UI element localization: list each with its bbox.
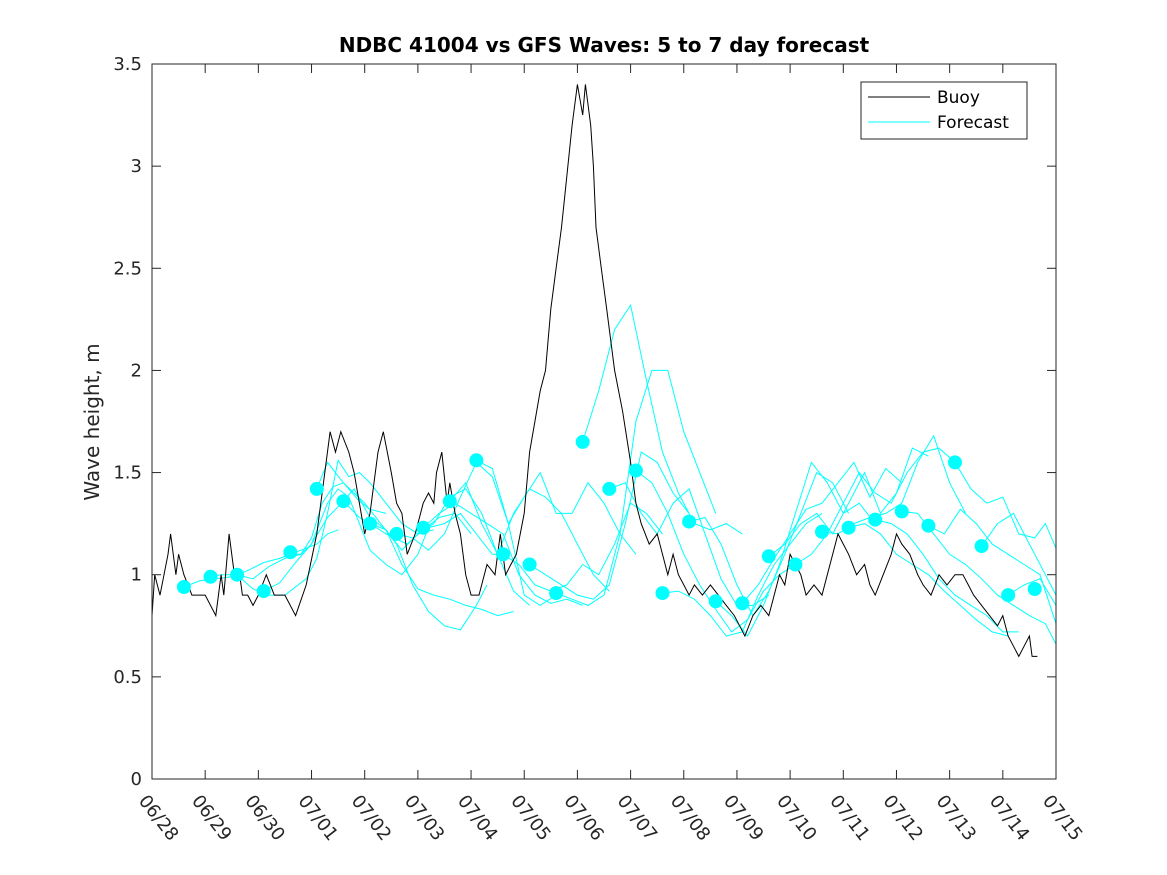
forecast-marker	[1001, 588, 1016, 603]
forecast-marker	[522, 557, 537, 572]
forecast-line	[635, 470, 796, 633]
forecast-marker	[708, 594, 723, 609]
forecast-marker	[1027, 582, 1042, 596]
chart-title: NDBC 41004 vs GFS Waves: 5 to 7 day fore…	[339, 33, 870, 57]
forecast-line	[795, 447, 956, 565]
y-tick-label: 3	[131, 156, 142, 177]
forecast-marker	[309, 481, 324, 496]
forecast-line	[981, 512, 1057, 596]
forecast-marker	[549, 586, 564, 601]
legend-forecast-label: Forecast	[937, 113, 1009, 133]
forecast-line	[502, 502, 663, 592]
legend-box	[860, 81, 1028, 140]
y-tick-label: 1	[131, 565, 142, 586]
legend-buoy-label: Buoy	[937, 88, 980, 108]
y-tick-label: 1.5	[113, 463, 142, 484]
y-axis-label: Wave height, m	[80, 343, 104, 500]
forecast-marker	[442, 494, 457, 509]
plot-area	[151, 63, 1057, 780]
forecast-marker	[496, 547, 510, 562]
forecast-line	[529, 451, 690, 600]
forecast-marker	[841, 520, 856, 535]
legend: Buoy Forecast	[860, 81, 1028, 140]
y-tick-label: 2	[131, 360, 142, 381]
forecast-marker	[628, 463, 643, 478]
forecast-marker	[868, 512, 883, 527]
forecast-marker	[948, 455, 962, 470]
forecast-marker	[761, 549, 776, 564]
forecast-line	[875, 519, 1019, 633]
forecast-marker	[602, 481, 617, 496]
forecast-marker	[283, 545, 298, 560]
y-axis-ticks: 0 0.5 1 1.5 2 2.5 3 3.5	[113, 54, 1056, 790]
forecast-line	[343, 488, 514, 617]
forecast-line	[555, 369, 717, 606]
buoy-line	[151, 84, 1038, 658]
y-tick-label: 0	[131, 769, 142, 790]
forecast-line	[476, 459, 637, 555]
y-tick-label: 0.5	[113, 667, 142, 688]
forecast-line	[582, 303, 743, 535]
forecast-line	[768, 447, 929, 557]
forecast-marker	[416, 520, 431, 535]
forecast-marker	[894, 504, 909, 519]
forecast-marker	[655, 586, 670, 601]
y-tick-label: 2.5	[113, 258, 142, 279]
forecast-marker	[256, 584, 271, 599]
forecast-marker	[682, 514, 697, 529]
forecast-marker	[176, 580, 191, 594]
forecast-marker	[336, 494, 351, 509]
forecast-marker	[203, 569, 218, 584]
forecast-marker	[788, 557, 803, 572]
axes-background	[152, 64, 1056, 779]
forecast-marker	[974, 539, 989, 554]
forecast-marker	[921, 518, 936, 533]
forecast-marker	[575, 434, 590, 449]
forecast-line	[1007, 578, 1057, 606]
forecast-line	[741, 461, 903, 604]
axes-box	[151, 63, 1057, 780]
forecast-marker	[389, 526, 404, 541]
forecast-marker	[815, 524, 829, 539]
forecast-marker	[735, 596, 750, 611]
buoy-line-group	[151, 84, 1038, 658]
forecast-marker	[363, 516, 377, 531]
forecast-line	[848, 523, 1009, 637]
forecast-line	[290, 488, 503, 576]
y-tick-label: 3.5	[113, 54, 142, 75]
forecast-line	[928, 508, 1057, 624]
forecast-markers	[176, 434, 1042, 611]
forecast-marker	[230, 567, 245, 582]
forecast-marker	[469, 453, 484, 468]
forecast-line	[715, 461, 876, 637]
